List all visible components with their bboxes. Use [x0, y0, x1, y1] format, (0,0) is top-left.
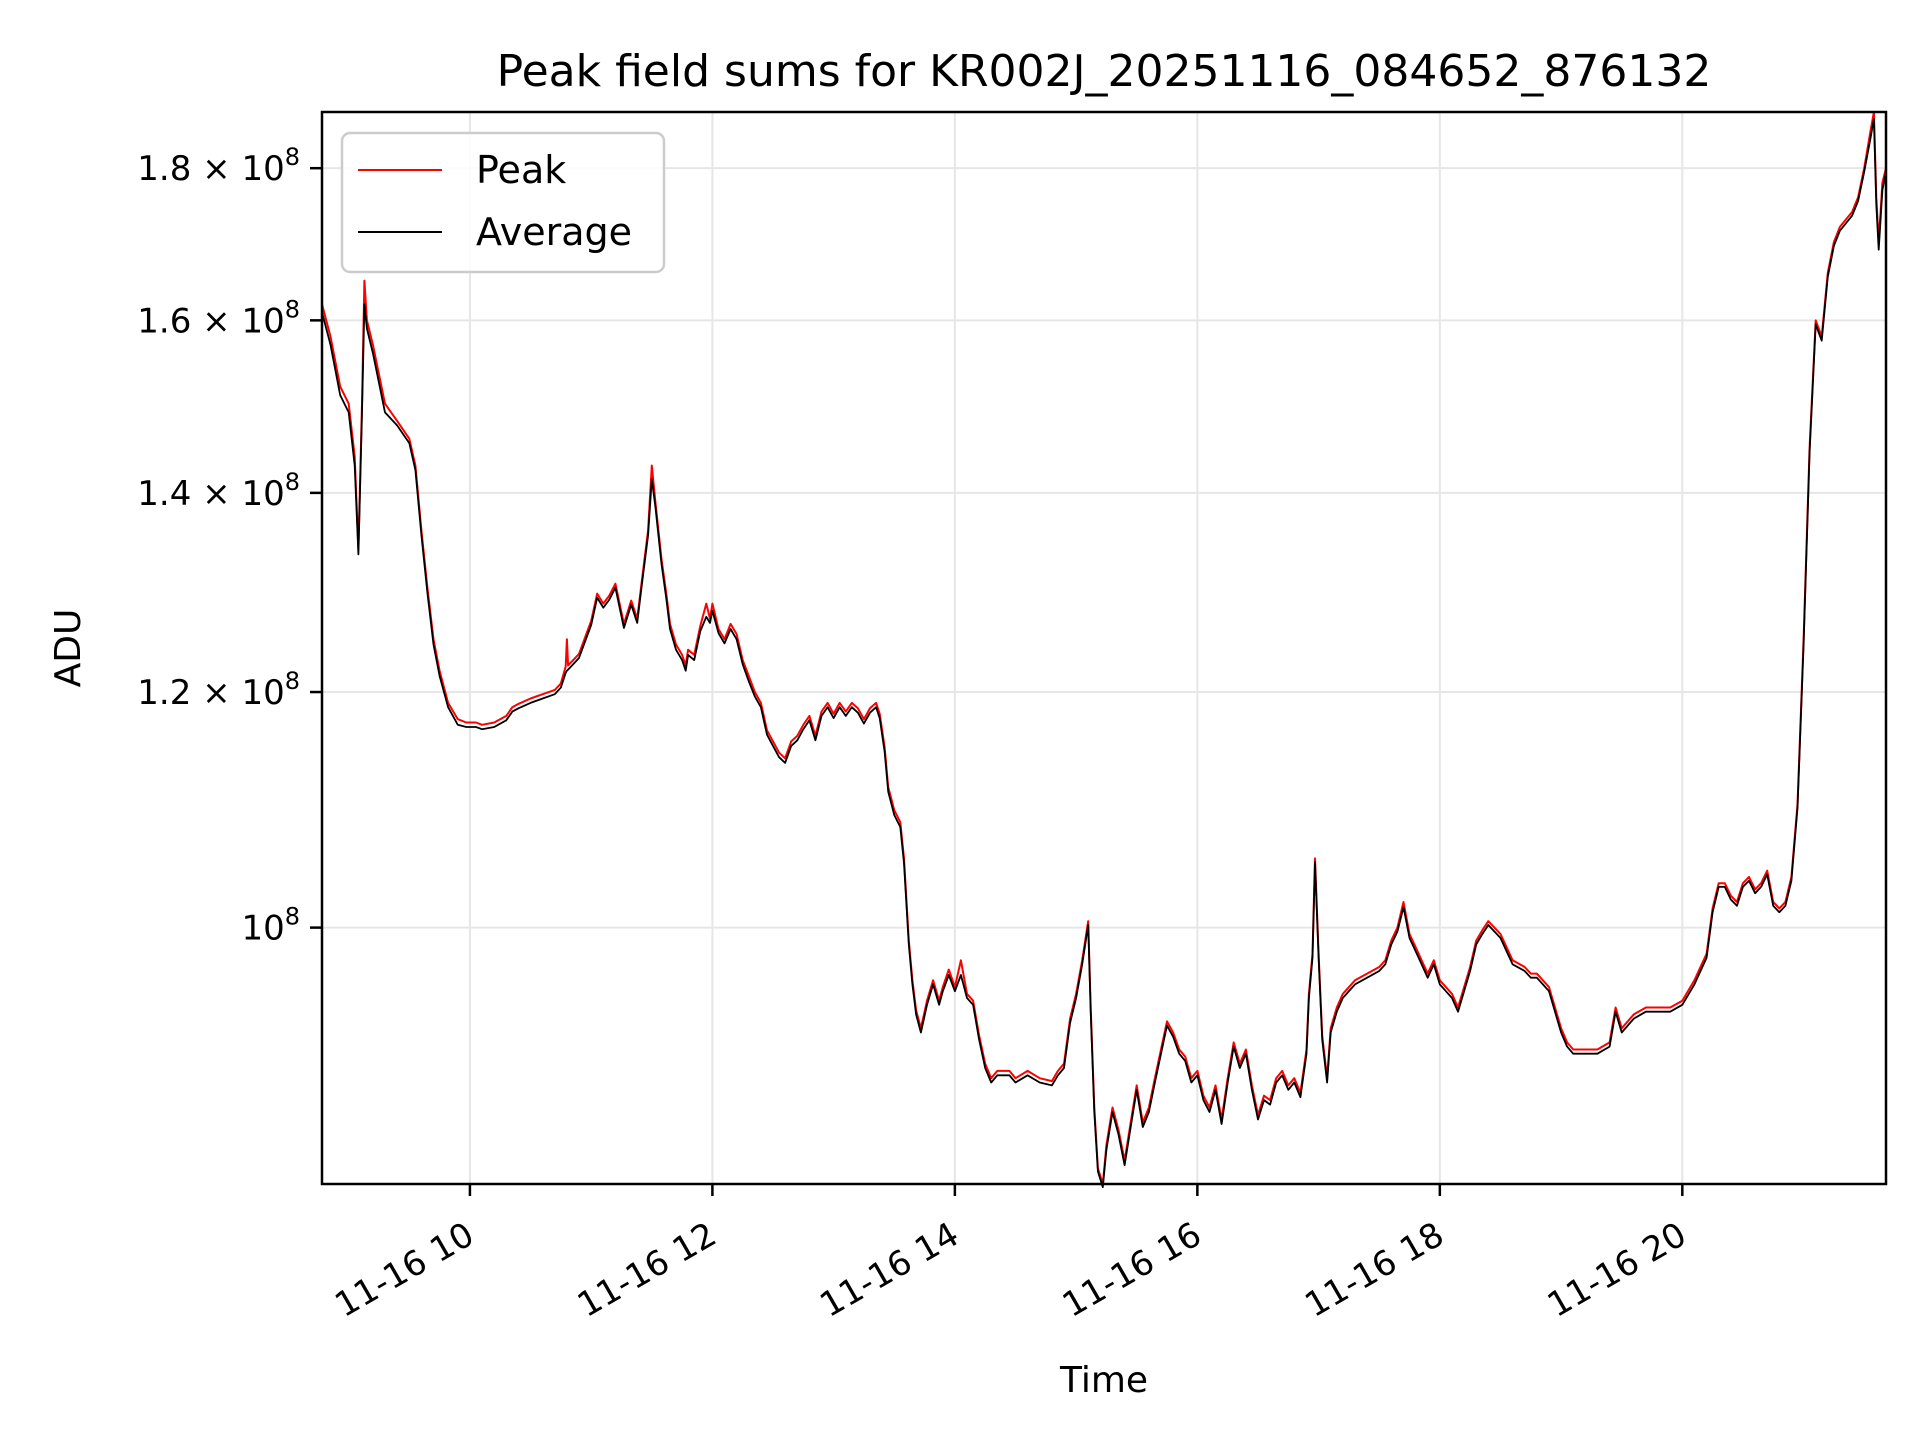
- y-tick-label-exponent: 8: [285, 295, 300, 323]
- series-layer: [321, 111, 1887, 1189]
- y-tick-label: 108: [241, 903, 300, 949]
- series-line-average: [321, 118, 1887, 1189]
- y-tick-label-exponent: 8: [285, 143, 300, 171]
- legend-label-peak: Peak: [476, 148, 566, 192]
- legend-label-average: Average: [476, 210, 632, 254]
- y-tick-label-base: 1.6 × 10: [137, 301, 284, 341]
- y-tick-label-base: 10: [241, 909, 284, 949]
- y-tick-label-base: 1.2 × 10: [137, 673, 284, 713]
- y-tick-label-base: 1.4 × 10: [137, 474, 284, 514]
- y-tick-label: 1.2 × 108: [137, 667, 300, 713]
- y-tick-label: 1.6 × 108: [137, 295, 300, 341]
- y-tick-label-exponent: 8: [285, 468, 300, 496]
- y-tick-label: 1.8 × 108: [137, 143, 300, 189]
- y-tick-label: 1.4 × 108: [137, 468, 300, 514]
- legend-box: [340, 131, 666, 274]
- plot-frame: [320, 110, 1888, 1186]
- y-axis-label: ADU: [48, 609, 89, 688]
- x-axis-label: Time: [1059, 1360, 1148, 1401]
- chart-title: Peak field sums for KR002J_20251116_0846…: [497, 46, 1712, 97]
- legend: Peak Average: [340, 131, 666, 274]
- y-tick-label-exponent: 8: [285, 903, 300, 931]
- y-tick-label-base: 1.8 × 10: [137, 149, 284, 189]
- y-tick-label-exponent: 8: [285, 667, 300, 695]
